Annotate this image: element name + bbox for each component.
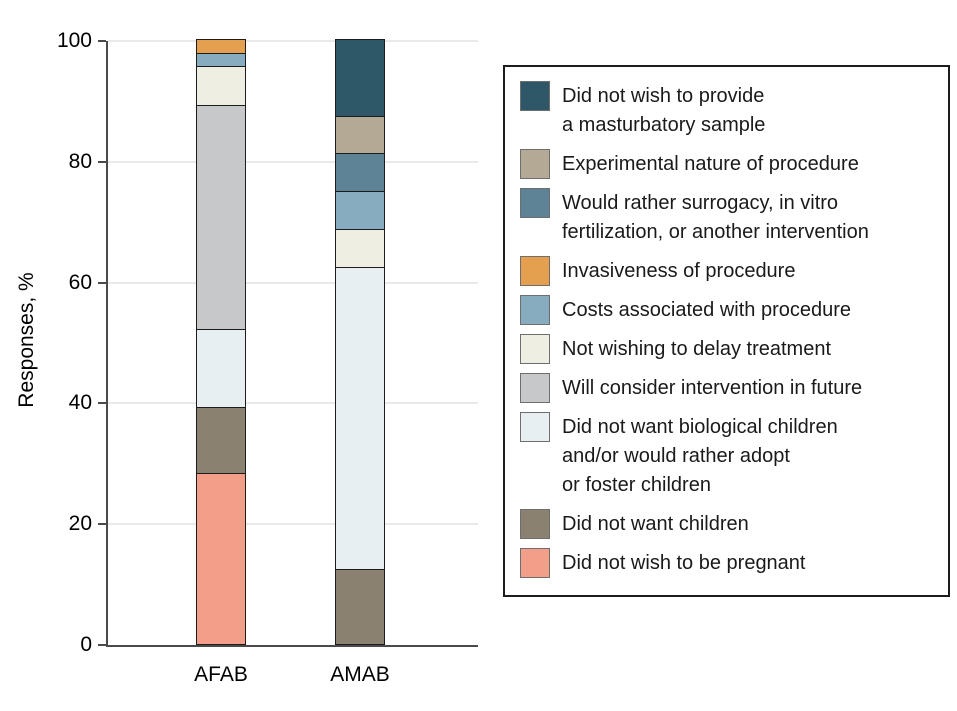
- legend-label: Would rather surrogacy, in vitro fertili…: [562, 192, 869, 243]
- tick-mark: [98, 281, 106, 284]
- bar-segment: [196, 52, 246, 67]
- gridline: [108, 281, 478, 284]
- legend-swatch: [520, 373, 550, 403]
- y-tick-label: 60: [68, 270, 92, 294]
- bar-segment: [335, 265, 385, 570]
- legend-item: Experimental nature of procedure: [520, 149, 948, 179]
- gridline: [108, 160, 478, 163]
- legend: Did not wish to provide a masturbatory s…: [503, 65, 950, 597]
- bar-segment: [196, 39, 246, 54]
- stacked-bar-afab: [196, 39, 246, 645]
- legend-swatch: [520, 188, 550, 218]
- bar-segment: [196, 65, 246, 107]
- x-tick-label: AMAB: [330, 663, 390, 686]
- tick-mark: [98, 40, 106, 42]
- legend-item: Would rather surrogacy, in vitro fertili…: [520, 188, 948, 247]
- legend-item: Did not wish to be pregnant: [520, 548, 948, 578]
- legend-swatch: [520, 412, 550, 442]
- x-axis-line: [106, 645, 478, 647]
- legend-item: Did not want biological children and/or …: [520, 412, 948, 500]
- legend-label: Experimental nature of procedure: [562, 153, 859, 175]
- legend-swatch: [520, 295, 550, 325]
- legend-swatch: [520, 509, 550, 539]
- tick-mark: [98, 523, 106, 526]
- bar-segment: [196, 406, 246, 475]
- legend-swatch: [520, 256, 550, 286]
- legend-swatch: [520, 548, 550, 578]
- y-axis-line: [106, 41, 108, 647]
- bar-segment: [335, 114, 385, 155]
- legend-item: Invasiveness of procedure: [520, 256, 948, 286]
- legend-item: Did not want children: [520, 509, 948, 539]
- legend-swatch: [520, 149, 550, 179]
- legend-swatch: [520, 81, 550, 111]
- bar-segment: [335, 152, 385, 192]
- tick-mark: [98, 402, 106, 405]
- y-tick-label: 100: [56, 29, 92, 52]
- gridline: [108, 402, 478, 405]
- bar-segment: [335, 39, 385, 117]
- bar-segment: [196, 472, 246, 645]
- legend-label: Invasiveness of procedure: [562, 260, 796, 282]
- bar-segment: [196, 104, 246, 330]
- legend-label: Did not want children: [562, 513, 749, 535]
- legend-item: Not wishing to delay treatment: [520, 334, 948, 364]
- y-tick-label: 80: [68, 149, 92, 173]
- legend-label: Did not want biological children and/or …: [562, 416, 838, 496]
- legend-label: Will consider intervention in future: [562, 377, 863, 399]
- legend-label: Costs associated with procedure: [562, 299, 852, 321]
- y-tick-label: 40: [68, 391, 92, 415]
- bar-segment: [335, 567, 385, 645]
- y-tick-label: 20: [68, 512, 92, 536]
- legend-item: Costs associated with procedure: [520, 295, 948, 325]
- gridline: [108, 40, 478, 42]
- x-tick-label: AFAB: [194, 663, 248, 686]
- stacked-bar-amab: [335, 39, 385, 645]
- tick-mark: [98, 644, 106, 646]
- legend-swatch: [520, 334, 550, 364]
- gridline: [108, 523, 478, 526]
- tick-mark: [98, 160, 106, 163]
- bar-segment: [335, 228, 385, 268]
- y-tick-label: 0: [80, 633, 92, 656]
- plot-area: 0 20 40 60 80 100 AFAB AMAB: [57, 29, 478, 686]
- bar-segment: [196, 328, 246, 409]
- legend-label: Did not wish to provide a masturbatory s…: [562, 85, 766, 136]
- legend-item: Did not wish to provide a masturbatory s…: [520, 81, 948, 140]
- legend-item: Will consider intervention in future: [520, 373, 948, 403]
- bar-segment: [335, 190, 385, 230]
- legend-label: Not wishing to delay treatment: [562, 338, 832, 360]
- legend-label: Did not wish to be pregnant: [562, 552, 806, 574]
